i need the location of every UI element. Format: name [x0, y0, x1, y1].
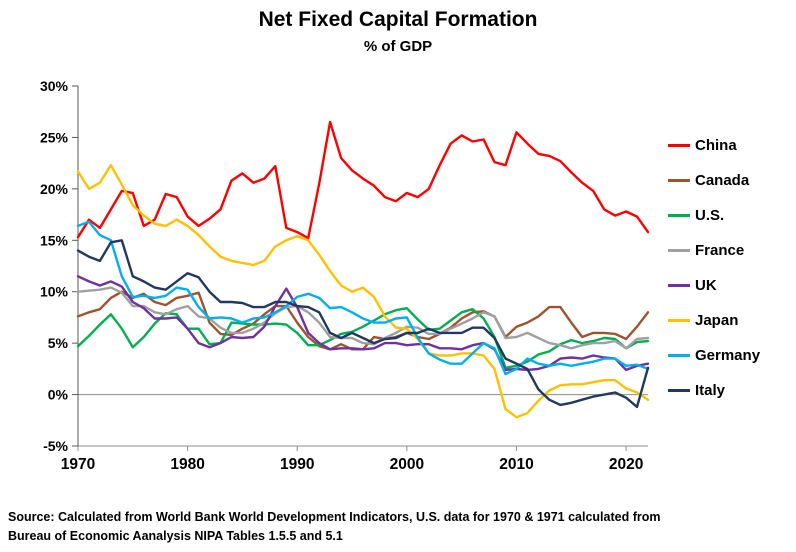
legend-label: Japan: [695, 312, 739, 329]
y-tick-label: 5%: [48, 335, 69, 351]
legend-label: U.S.: [695, 207, 725, 224]
series-line-canada: [76, 290, 650, 351]
y-tick-label: 25%: [40, 129, 69, 145]
legend-swatch: [668, 354, 690, 357]
x-tick-label: 1970: [61, 456, 95, 473]
series-line-us: [76, 306, 650, 369]
series-line-france: [76, 286, 650, 350]
x-tick-label: 1980: [170, 456, 204, 473]
legend-swatch: [668, 284, 690, 287]
series-line-japan: [76, 163, 650, 419]
legend-item-italy: Italy: [668, 373, 760, 408]
source-line-1: Source: Calculated from World Bank World…: [8, 510, 661, 524]
legend-label: France: [695, 242, 745, 259]
legend-item-france: France: [668, 233, 760, 268]
y-tick-label: 30%: [40, 78, 69, 94]
x-tick-label: 2010: [499, 456, 533, 473]
y-tick-label: -5%: [43, 438, 68, 454]
legend: China Canada U.S. France UK Japan Germany Italy: [668, 128, 760, 408]
legend-label: China: [695, 137, 737, 154]
x-tick-label: 2000: [390, 456, 424, 473]
source-note: Source: Calculated from World Bank World…: [8, 508, 660, 546]
series-line-italy: [76, 239, 650, 409]
series-line-china: [76, 120, 650, 240]
legend-item-japan: Japan: [668, 303, 760, 338]
chart-title: Net Fixed Capital Formation: [258, 8, 538, 31]
y-tick-label: 0%: [48, 387, 69, 403]
legend-swatch: [668, 144, 690, 147]
source-line-2: Bureau of Economic Aanalysis NIPA Tables…: [8, 529, 343, 543]
legend-item-germany: Germany: [668, 338, 760, 373]
legend-swatch: [668, 389, 690, 392]
legend-item-canada: Canada: [668, 163, 760, 198]
legend-label: Canada: [695, 172, 750, 189]
legend-swatch: [668, 249, 690, 252]
legend-swatch: [668, 214, 690, 217]
legend-label: UK: [695, 277, 717, 294]
series-line-uk: [76, 275, 650, 372]
legend-item-china: China: [668, 128, 760, 163]
legend-label: Germany: [695, 347, 761, 364]
y-tick-label: 15%: [40, 232, 69, 248]
chart-subtitle: % of GDP: [363, 38, 433, 55]
legend-swatch: [668, 179, 690, 182]
legend-item-uk: UK: [668, 268, 760, 303]
y-tick-label: 20%: [40, 181, 69, 197]
x-tick-label: 2020: [609, 456, 643, 473]
legend-item-us: U.S.: [668, 198, 760, 233]
series-line-germany: [76, 220, 650, 376]
x-tick-label: 1990: [280, 456, 314, 473]
legend-label: Italy: [695, 382, 726, 399]
y-tick-label: 10%: [40, 284, 69, 300]
legend-swatch: [668, 319, 690, 322]
plot-area: 30% 25% 20% 15% 10% 5% 0% -5% 1970 1980 1990 2000 20…: [40, 78, 650, 473]
